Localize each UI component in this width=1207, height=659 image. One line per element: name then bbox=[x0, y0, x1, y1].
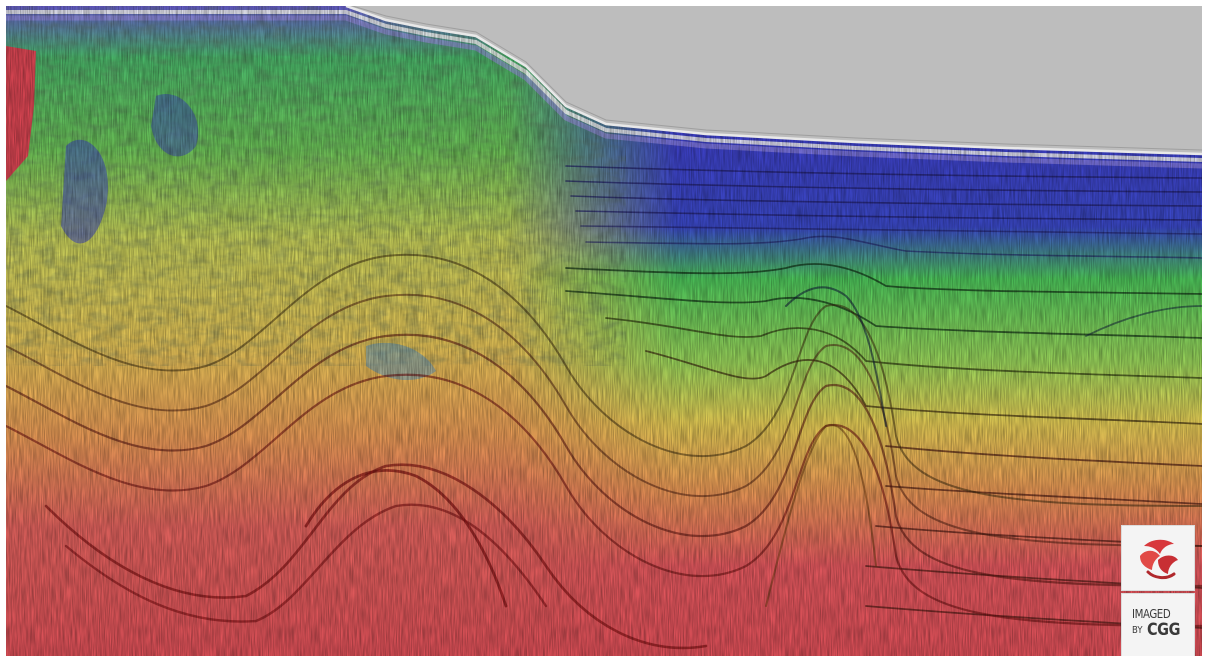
cgg-logo-badge bbox=[1122, 526, 1194, 590]
cgg-logo-icon bbox=[1140, 539, 1178, 580]
seismic-section-graphic bbox=[6, 6, 1202, 656]
seismic-image: IMAGED BY CGG bbox=[6, 6, 1202, 656]
cgg-text: CGG bbox=[1147, 620, 1181, 640]
by-text: BY bbox=[1132, 625, 1143, 636]
seafloor-line bbox=[345, 6, 1202, 156]
imaged-by-cgg-badge: IMAGED BY CGG bbox=[1122, 594, 1194, 656]
imaged-text: IMAGED bbox=[1132, 607, 1171, 621]
